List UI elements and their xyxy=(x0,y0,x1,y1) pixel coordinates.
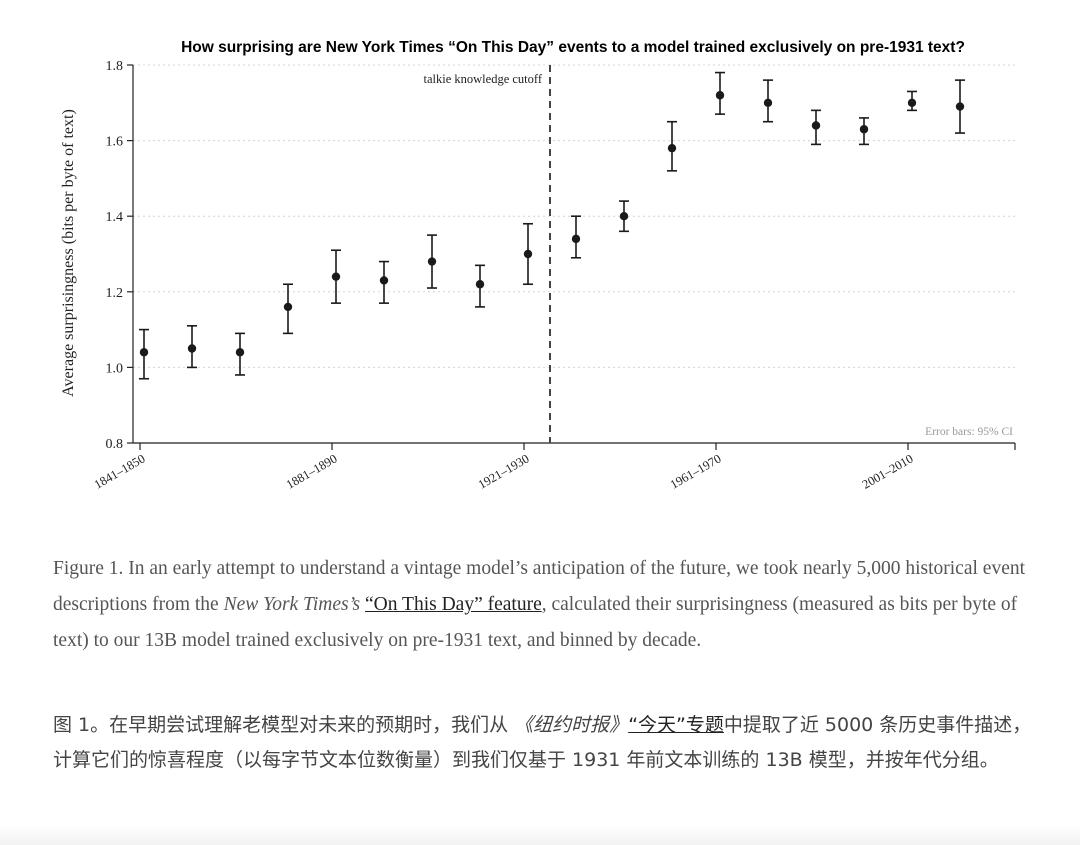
data-point xyxy=(235,348,245,357)
data-series xyxy=(139,71,965,380)
data-point-group xyxy=(523,222,533,286)
data-point-group xyxy=(427,234,437,289)
data-point xyxy=(475,280,485,289)
data-point-group xyxy=(139,328,149,380)
x-tick-label: 2001–2010 xyxy=(860,451,916,491)
data-point-group xyxy=(331,249,341,304)
data-point-group xyxy=(187,325,197,369)
data-point-group xyxy=(283,283,293,335)
caption-zh-prefix: 图 1。在早期尝试理解老模型对未来的预期时，我们从 xyxy=(53,714,515,736)
error-bar-note: Error bars: 95% CI xyxy=(925,426,1013,438)
x-tick-label: 1881–1890 xyxy=(284,451,340,491)
x-tick-label: 1921–1930 xyxy=(476,451,532,491)
data-point-group xyxy=(715,71,725,115)
caption-en-suffix: , calculated their surprisingness (measu… xyxy=(53,594,1018,651)
figure-caption-english: Figure 1. In an early attempt to underst… xyxy=(53,551,1043,659)
caption-zh-suffix: 中提取了近 5000 条历史事件描述，计算它们的惊喜程度（以每字节文本位数衡量）… xyxy=(53,714,1032,771)
y-axis-label: Average surprisingness (bits per byte of… xyxy=(60,109,77,397)
caption-en-prefix: Figure 1. In an early attempt to underst… xyxy=(53,558,1026,615)
x-tick-label: 1961–1970 xyxy=(668,451,724,491)
axes: 0.8 1.0 1.2 1.4 1.6 1.8 1841–1850 1881–1890 1921… xyxy=(92,59,1016,492)
y-tick-label: 0.8 xyxy=(106,437,124,452)
data-point xyxy=(523,249,533,259)
data-point-group xyxy=(571,215,581,259)
data-point-group xyxy=(811,109,821,146)
data-point xyxy=(667,143,677,153)
data-point xyxy=(331,272,341,281)
data-point xyxy=(139,348,149,357)
chart-title: How surprising are New York Times “On Th… xyxy=(181,39,965,56)
data-point xyxy=(763,98,773,108)
y-tick-label: 1.0 xyxy=(106,361,124,376)
data-point xyxy=(955,102,965,111)
data-point xyxy=(907,98,917,108)
data-point xyxy=(571,234,581,244)
data-point-group xyxy=(907,90,917,112)
data-point-group xyxy=(235,332,245,376)
y-tick-label: 1.8 xyxy=(106,59,124,74)
bottom-fade xyxy=(0,825,1080,845)
data-point-group xyxy=(955,79,965,134)
x-tick-label: 1841–1850 xyxy=(92,451,148,491)
y-tick-label: 1.2 xyxy=(106,286,124,301)
data-point xyxy=(811,121,821,130)
data-point xyxy=(187,344,197,353)
data-point xyxy=(283,302,293,312)
data-point xyxy=(715,91,725,100)
data-point xyxy=(859,125,869,134)
on-this-day-link-zh[interactable]: “今天”专题 xyxy=(628,714,724,736)
cutoff-marker: talkie knowledge cutoff xyxy=(424,65,551,443)
caption-zh-source: 《纽约时报》 xyxy=(514,714,629,736)
figure-caption-chinese: 图 1。在早期尝试理解老模型对未来的预期时，我们从 《纽约时报》“今天”专题中提… xyxy=(53,708,1043,778)
data-point-group xyxy=(763,79,773,123)
data-point-group xyxy=(667,120,677,172)
chart: How surprising are New York Times “On Th… xyxy=(60,39,1016,492)
data-point-group xyxy=(475,264,485,308)
data-point xyxy=(427,257,437,266)
y-tick-label: 1.4 xyxy=(106,210,124,225)
data-point-group xyxy=(379,260,389,304)
data-point xyxy=(619,212,629,221)
caption-en-source: New York Times’s xyxy=(223,594,361,615)
data-point xyxy=(379,276,389,285)
data-point-group xyxy=(619,200,629,233)
cutoff-label: talkie knowledge cutoff xyxy=(424,72,543,86)
data-point-group xyxy=(859,117,869,146)
y-tick-label: 1.6 xyxy=(106,135,124,150)
on-this-day-link[interactable]: “On This Day” feature xyxy=(365,594,542,615)
